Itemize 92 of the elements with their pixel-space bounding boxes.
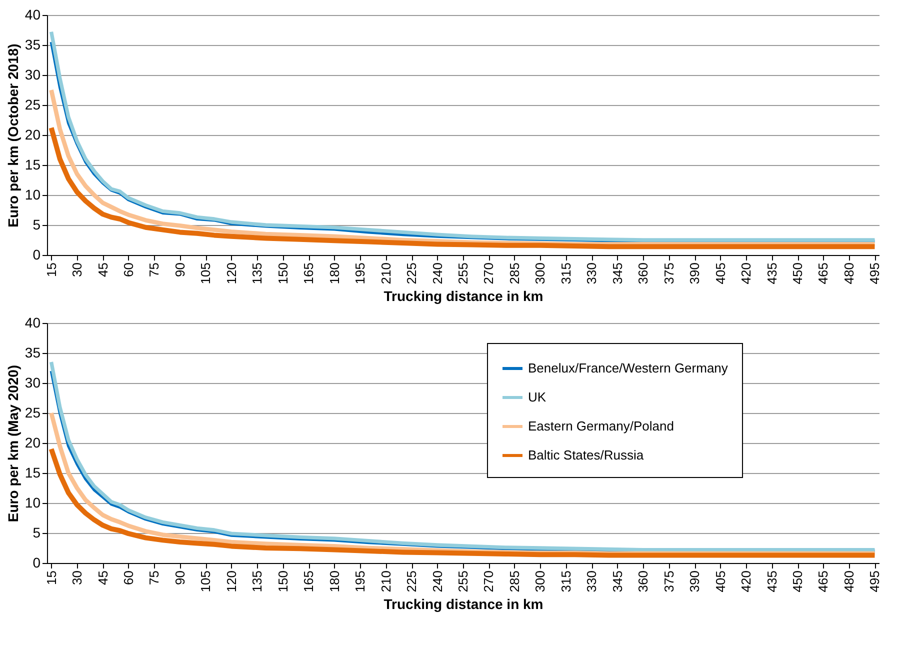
x-tick-label: 435: [764, 570, 780, 592]
x-tick-label: 105: [198, 262, 214, 284]
x-tick-label: 480: [841, 570, 856, 592]
x-tick-label: 420: [738, 570, 754, 592]
x-tick-label: 495: [867, 262, 882, 284]
x-tick-label: 45: [95, 570, 110, 585]
x-tick-label: 195: [352, 262, 368, 284]
x-tick-label: 465: [816, 570, 831, 592]
legend-label: Benelux/France/Western Germany: [528, 360, 728, 376]
legend-label: UK: [528, 390, 546, 404]
x-tick-label: 360: [636, 570, 651, 592]
x-tick-label: 45: [95, 262, 110, 277]
x-tick-label: 30: [70, 262, 85, 277]
x-tick-label: 15: [44, 570, 59, 585]
x-tick-label: 285: [506, 262, 522, 284]
y-tick-label: 0: [32, 246, 41, 262]
x-tick-label: 15: [44, 262, 59, 277]
x-tick-label: 75: [146, 570, 162, 585]
y-tick-label: 40: [24, 6, 41, 22]
x-tick-label: 105: [198, 570, 214, 592]
x-tick-label: 240: [430, 262, 445, 284]
x-tick-label: 195: [352, 570, 368, 592]
x-tick-label: 450: [790, 570, 806, 592]
x-tick-label: 255: [456, 570, 470, 592]
x-tick-label: 270: [481, 262, 496, 284]
y-tick-label: 10: [24, 186, 41, 202]
x-tick-label: 300: [532, 262, 548, 284]
y-tick-label: 35: [24, 36, 41, 52]
x-tick-label: 165: [301, 262, 316, 284]
x-tick-label: 495: [867, 570, 882, 592]
x-tick-label: 225: [404, 262, 420, 284]
y-tick-label: 5: [32, 216, 41, 232]
y-tick-label: 10: [24, 494, 41, 510]
x-tick-label: 135: [250, 570, 265, 592]
x-tick-label: 225: [404, 570, 420, 592]
x-tick-label: 150: [275, 570, 290, 592]
y-tick-label: 5: [32, 524, 41, 540]
x-tick-label: 435: [764, 262, 780, 284]
x-tick-label: 390: [687, 262, 702, 284]
x-tick-label: 135: [250, 262, 265, 284]
y-axis-title: Euro per km (October 2018): [4, 44, 21, 228]
x-tick-label: 270: [481, 570, 496, 592]
x-tick-label: 375: [661, 570, 676, 592]
x-tick-label: 255: [456, 262, 470, 284]
x-tick-label: 165: [301, 570, 316, 592]
x-tick-label: 120: [224, 262, 239, 284]
y-tick-label: 20: [24, 126, 41, 142]
x-tick-label: 180: [326, 570, 342, 592]
x-tick-label: 345: [610, 262, 625, 284]
y-tick-label: 0: [32, 554, 41, 570]
y-tick-label: 30: [24, 374, 41, 390]
x-axis-title: Trucking distance in km: [384, 596, 544, 612]
y-tick-label: 25: [24, 404, 41, 420]
x-tick-label: 150: [275, 262, 290, 284]
x-tick-label: 330: [584, 262, 600, 284]
x-tick-label: 480: [841, 262, 856, 284]
x-tick-label: 120: [224, 570, 239, 592]
legend-label: Eastern Germany/Poland: [528, 418, 674, 434]
x-tick-label: 210: [378, 262, 394, 284]
x-tick-label: 390: [687, 570, 702, 592]
x-tick-label: 405: [712, 262, 728, 284]
x-tick-label: 315: [558, 262, 574, 284]
x-tick-label: 90: [172, 262, 188, 277]
x-tick-label: 330: [584, 570, 600, 592]
y-tick-label: 30: [24, 66, 41, 82]
y-tick-label: 20: [24, 434, 41, 450]
x-tick-label: 75: [146, 262, 162, 277]
x-tick-label: 450: [790, 262, 806, 284]
y-tick-label: 40: [24, 314, 41, 330]
x-tick-label: 285: [506, 570, 522, 592]
y-tick-label: 35: [24, 344, 41, 360]
y-axis-title: Euro per km (May 2020): [4, 364, 21, 522]
x-tick-label: 315: [558, 570, 574, 592]
x-tick-label: 375: [661, 262, 676, 284]
x-tick-label: 180: [326, 262, 342, 284]
x-tick-label: 300: [532, 570, 548, 592]
legend-label: Baltic States/Russia: [528, 448, 644, 462]
x-tick-label: 420: [738, 262, 754, 284]
y-tick-label: 15: [24, 156, 41, 172]
y-tick-label: 15: [24, 464, 41, 480]
x-tick-label: 465: [816, 262, 831, 284]
x-tick-label: 210: [378, 570, 394, 592]
x-tick-label: 60: [120, 262, 136, 277]
x-tick-label: 405: [712, 570, 728, 592]
y-tick-label: 25: [24, 96, 41, 112]
x-axis-title: Trucking distance in km: [384, 288, 544, 304]
x-tick-label: 30: [70, 570, 85, 585]
x-tick-label: 360: [636, 262, 651, 284]
x-tick-label: 60: [120, 570, 136, 585]
x-tick-label: 345: [610, 570, 625, 592]
x-tick-label: 90: [172, 570, 188, 585]
x-tick-label: 240: [430, 570, 445, 592]
